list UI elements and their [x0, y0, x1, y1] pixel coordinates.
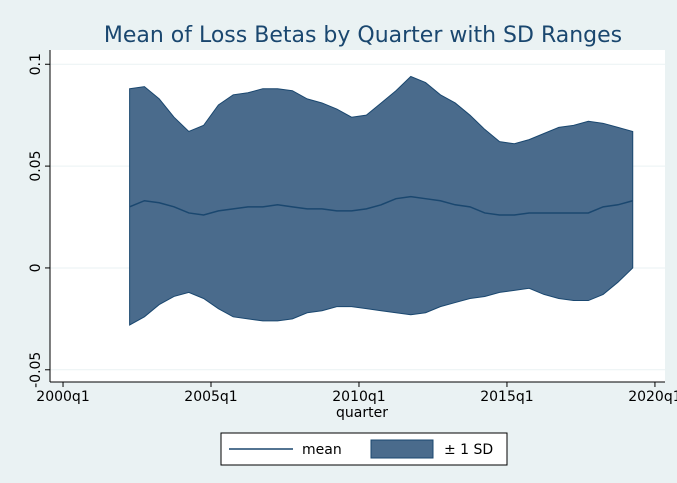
x-tick-label: 2020q1: [628, 389, 677, 405]
legend-swatch: [370, 439, 434, 459]
x-tick-label: 2000q1: [36, 389, 89, 405]
y-tick-label: 0.1: [28, 53, 44, 75]
chart-title: Mean of Loss Betas by Quarter with SD Ra…: [104, 23, 622, 48]
y-tick-label: 0: [28, 263, 44, 272]
x-tick-label: 2015q1: [480, 389, 533, 405]
y-tick-label: 0.05: [28, 151, 44, 182]
sd-band: [129, 75, 634, 326]
legend-label: ± 1 SD: [444, 442, 493, 458]
y-tick-label: -0.05: [28, 352, 44, 388]
x-tick-label: 2010q1: [332, 389, 385, 405]
legend-label: mean: [302, 442, 342, 458]
x-axis-title: quarter: [336, 405, 388, 421]
mean-line: [129, 195, 633, 216]
x-tick-label: 2005q1: [184, 389, 237, 405]
